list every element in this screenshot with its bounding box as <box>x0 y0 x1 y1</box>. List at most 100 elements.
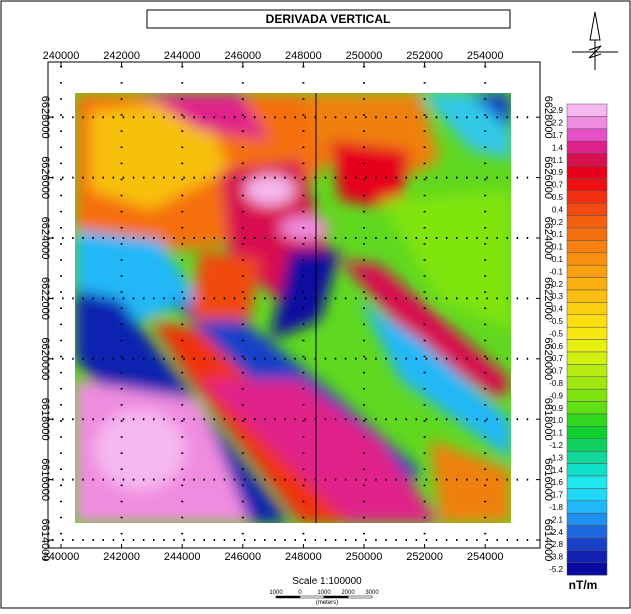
legend-label: 1.7 <box>552 131 564 140</box>
legend-swatch <box>567 104 607 116</box>
x-tick-label-top: 246000 <box>224 50 261 62</box>
legend-swatch <box>567 464 607 476</box>
legend-label: -1.7 <box>549 491 563 500</box>
legend-swatch <box>567 501 607 513</box>
legend-swatch <box>567 290 607 302</box>
legend-label: -0.1 <box>549 267 563 276</box>
legend-swatch <box>567 364 607 376</box>
legend-label: -0.9 <box>549 404 563 413</box>
legend-label: -3.8 <box>549 553 563 562</box>
legend-swatch <box>567 476 607 488</box>
legend-label: -0.2 <box>549 280 563 289</box>
legend-swatch <box>567 265 607 277</box>
legend-swatch <box>567 166 607 178</box>
legend-swatch <box>567 451 607 463</box>
legend-label: -2.1 <box>549 515 563 524</box>
legend-label: -0.3 <box>549 292 563 301</box>
legend-swatch <box>567 278 607 290</box>
legend-swatch <box>567 352 607 364</box>
legend-label: -1.1 <box>549 429 563 438</box>
scale-bar-label: 0 <box>298 590 302 596</box>
x-tick-label-bottom: 248000 <box>285 551 322 563</box>
scale-bar-label: 3000 <box>365 590 379 596</box>
scale-bar-label: 1000 <box>269 590 283 596</box>
legend-unit: nT/m <box>569 578 598 592</box>
legend-label: -0.1 <box>549 255 563 264</box>
legend-swatch <box>567 488 607 500</box>
legend-label: 0.5 <box>552 193 564 202</box>
legend-label: -0.7 <box>549 354 563 363</box>
scale-units: (meters) <box>316 600 338 606</box>
legend-label: 0.7 <box>552 181 564 190</box>
legend-label: 1.4 <box>552 143 564 152</box>
legend-label: -0.7 <box>549 367 563 376</box>
legend-label: -1.0 <box>549 416 563 425</box>
legend-label: -1.2 <box>549 441 563 450</box>
legend-label: 0.1 <box>552 243 564 252</box>
legend-label: -0.8 <box>549 379 563 388</box>
legend-swatch <box>567 315 607 327</box>
legend-swatch <box>567 178 607 190</box>
legend-label: -0.5 <box>549 317 563 326</box>
legend-swatch <box>567 389 607 401</box>
legend-swatch <box>567 402 607 414</box>
x-tick-label-bottom: 250000 <box>346 551 383 563</box>
x-tick-label-bottom: 246000 <box>224 551 261 563</box>
legend-swatch <box>567 154 607 166</box>
x-tick-label-top: 248000 <box>285 50 322 62</box>
legend-label: 1.1 <box>552 156 564 165</box>
legend-swatch <box>567 426 607 438</box>
x-tick-label-top: 244000 <box>164 50 201 62</box>
legend-label: -2.8 <box>549 540 563 549</box>
legend-swatch <box>567 216 607 228</box>
x-tick-label-top: 254000 <box>467 50 504 62</box>
scale-bar-label: 1000 <box>317 590 331 596</box>
x-tick-label-bottom: 244000 <box>164 551 201 563</box>
legend-label: 0.4 <box>552 205 564 214</box>
legend-label: -5.2 <box>549 565 563 574</box>
legend-swatch <box>567 327 607 339</box>
legend-label: 2.9 <box>552 106 564 115</box>
x-tick-label-bottom: 242000 <box>103 551 140 563</box>
legend-swatch <box>567 240 607 252</box>
legend-label: -0.9 <box>549 391 563 400</box>
legend-label: -0.4 <box>549 305 563 314</box>
scale-bar-segment <box>324 596 348 598</box>
legend-label: -1.8 <box>549 503 563 512</box>
scale-bar-segment <box>348 596 372 598</box>
legend-swatch <box>567 141 607 153</box>
legend-label: 0.1 <box>552 230 564 239</box>
anomaly-image <box>75 93 511 523</box>
map-page: DERIVADA VERTICAL nT/m Scale 1:100000 (m… <box>0 0 631 609</box>
legend-swatch <box>567 191 607 203</box>
legend-label: -2.4 <box>549 528 563 537</box>
legend-swatch <box>567 129 607 141</box>
x-tick-label-top: 250000 <box>346 50 383 62</box>
legend-swatch <box>567 414 607 426</box>
legend-label: -1.3 <box>549 453 563 462</box>
legend-swatch <box>567 340 607 352</box>
legend-label: -0.6 <box>549 342 563 351</box>
legend-swatch <box>567 377 607 389</box>
scale-bar-label: 2000 <box>341 590 355 596</box>
legend-swatch <box>567 228 607 240</box>
title: DERIVADA VERTICAL <box>266 12 391 26</box>
x-tick-label-bottom: 254000 <box>467 551 504 563</box>
legend-swatch <box>567 253 607 265</box>
legend-label: 0.9 <box>552 168 564 177</box>
x-tick-label-top: 242000 <box>103 50 140 62</box>
legend-label: 0.2 <box>552 218 564 227</box>
x-tick-label-top: 240000 <box>43 50 80 62</box>
legend-swatch <box>567 538 607 550</box>
legend-label: -0.5 <box>549 329 563 338</box>
legend-swatch <box>567 203 607 215</box>
legend-swatch <box>567 439 607 451</box>
scale-bar-segment <box>276 596 300 598</box>
legend-swatch <box>567 563 607 575</box>
north-arrow <box>572 12 618 70</box>
legend-label: 2.2 <box>552 119 564 128</box>
legend-label: -1.6 <box>549 478 563 487</box>
scale-text: Scale 1:100000 <box>292 576 362 587</box>
legend-swatch <box>567 302 607 314</box>
legend-swatch <box>567 513 607 525</box>
